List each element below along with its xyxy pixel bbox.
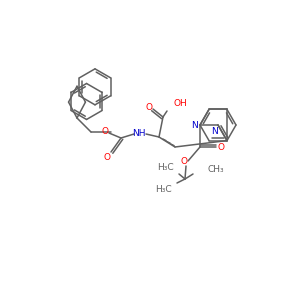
Text: O: O bbox=[101, 128, 109, 136]
Text: N: N bbox=[192, 121, 198, 130]
Text: O: O bbox=[146, 103, 152, 112]
Text: O: O bbox=[181, 157, 188, 166]
Text: O: O bbox=[218, 142, 224, 152]
Text: OH: OH bbox=[173, 100, 187, 109]
Text: H₃C: H₃C bbox=[155, 184, 171, 194]
Text: H₃C: H₃C bbox=[157, 163, 173, 172]
Text: N: N bbox=[212, 127, 218, 136]
Text: NH: NH bbox=[132, 130, 146, 139]
Text: CH₃: CH₃ bbox=[207, 164, 224, 173]
Text: O: O bbox=[103, 152, 110, 161]
